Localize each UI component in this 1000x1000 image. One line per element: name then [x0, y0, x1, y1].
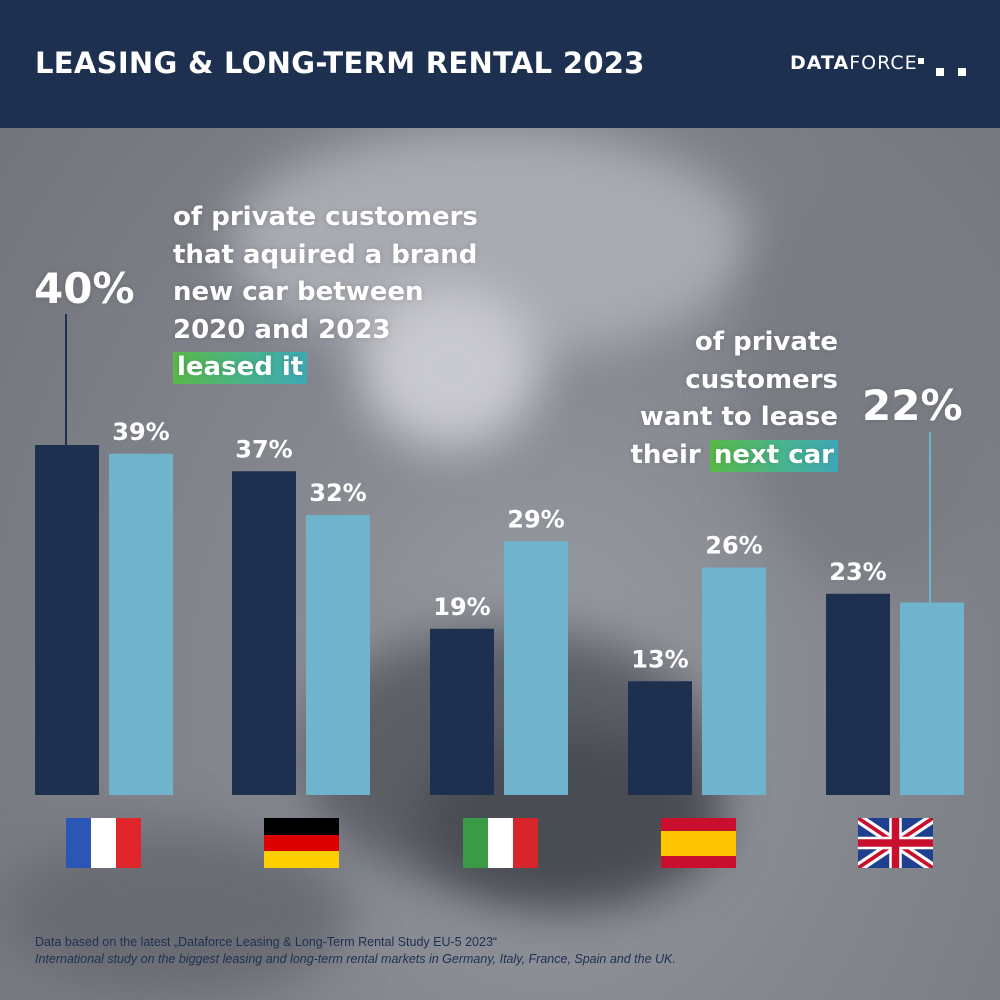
- uk-flag: [858, 818, 933, 868]
- data-label-uk-series-1: 23%: [829, 558, 886, 586]
- logo-bold-text: DATA: [790, 52, 850, 74]
- france-flag: [66, 818, 141, 868]
- data-label-germany-series-2: 32%: [309, 479, 366, 507]
- data-label-france-series-2: 39%: [112, 418, 169, 446]
- bar-uk-series-2: [900, 602, 964, 795]
- callout-line: want to lease: [639, 402, 838, 432]
- data-label-germany-series-1: 37%: [235, 435, 292, 463]
- callout-line: that aquired a brand: [173, 239, 478, 270]
- data-label-italy-series-1: 19%: [433, 593, 490, 621]
- callout-line: of private: [694, 327, 838, 357]
- bar-germany-series-1: [232, 471, 296, 795]
- dataforce-logo: DATAFORCE: [790, 52, 918, 82]
- footer-source: Data based on the latest „Dataforce Leas…: [35, 935, 498, 949]
- bar-france-series-1: [35, 445, 99, 795]
- bar-france-series-2: [109, 453, 173, 795]
- data-label-spain-series-2: 26%: [705, 532, 762, 560]
- callout-line: customers: [685, 364, 838, 395]
- logo-dots-icon: [918, 58, 968, 78]
- bar-spain-series-1: [628, 681, 692, 795]
- want-to-lease-callout: of private customers want to lease their…: [600, 324, 838, 474]
- callout-line: new car between: [173, 277, 424, 307]
- spain-flag: [661, 818, 736, 868]
- bar-spain-series-2: [702, 567, 766, 795]
- leased-it-highlight: leased it: [173, 352, 308, 384]
- page-title: LEASING & LONG-TERM RENTAL 2023: [35, 46, 645, 80]
- bar-germany-series-2: [306, 515, 370, 795]
- private-leased-callout: of private customers that aquired a bran…: [173, 199, 513, 387]
- italy-flag: [463, 818, 538, 868]
- footer-description: International study on the biggest leasi…: [35, 952, 676, 966]
- callout-line: 2020 and 2023: [173, 314, 391, 345]
- header-bar: LEASING & LONG-TERM RENTAL 2023 DATAFORC…: [0, 0, 1000, 128]
- bar-uk-series-1: [826, 593, 890, 795]
- data-label-spain-series-1: 13%: [631, 645, 688, 673]
- data-label-italy-series-2: 29%: [507, 505, 564, 533]
- bar-italy-series-1: [430, 628, 494, 795]
- callout-prefix: their: [630, 439, 701, 470]
- next-car-highlight: next car: [709, 439, 838, 472]
- france-big-value: 40%: [34, 264, 135, 313]
- germany-flag: [264, 818, 339, 868]
- bar-italy-series-2: [504, 541, 568, 795]
- uk-big-value: 22%: [862, 381, 963, 430]
- logo-light-text: FORCE: [849, 52, 918, 74]
- footer-note: Data based on the latest „Dataforce Leas…: [35, 934, 676, 968]
- callout-line: of private customers: [173, 202, 478, 232]
